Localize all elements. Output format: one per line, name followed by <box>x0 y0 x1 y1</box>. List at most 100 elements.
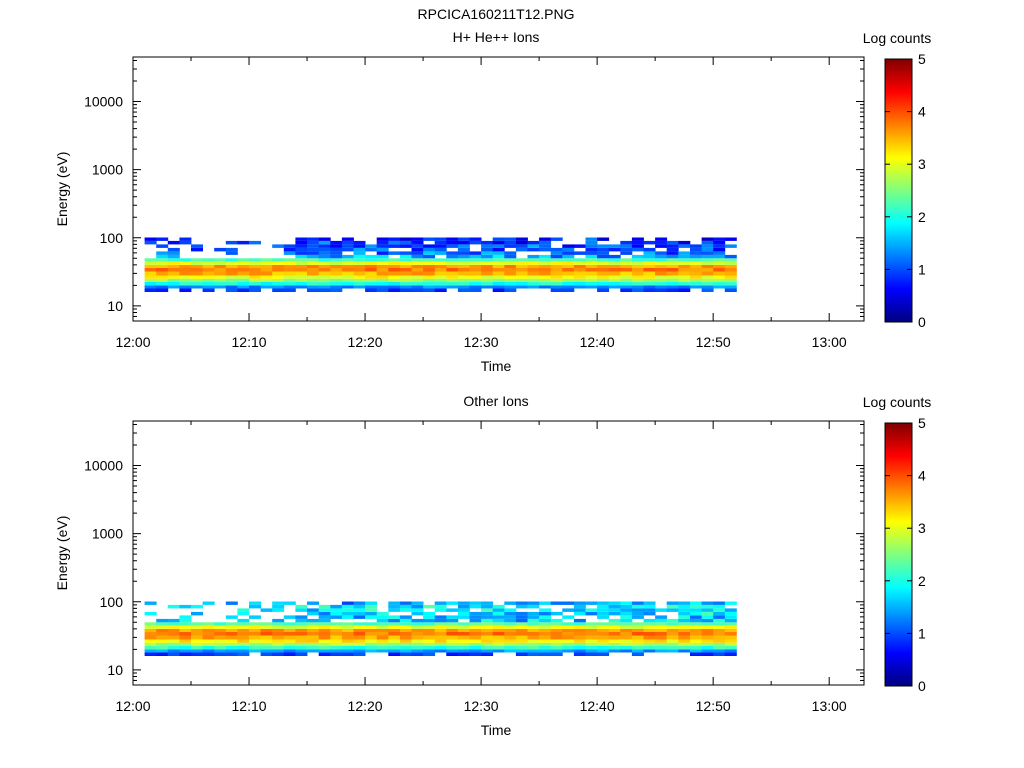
heatmap-cell <box>573 639 586 643</box>
heatmap-cell <box>318 645 331 650</box>
heatmap-cell <box>260 622 273 626</box>
heatmap-cell <box>307 632 319 636</box>
heatmap-cell <box>376 635 389 640</box>
heatmap-cell <box>179 237 192 241</box>
heatmap-cell <box>539 271 552 276</box>
heatmap-cell <box>318 285 331 289</box>
heatmap-cell <box>481 244 494 248</box>
heatmap-cell <box>492 247 505 252</box>
heatmap-cell <box>481 240 494 245</box>
heatmap-cell <box>411 258 424 262</box>
heatmap-cell <box>550 622 563 626</box>
heatmap-cell <box>481 264 494 268</box>
heatmap-cell <box>597 601 610 605</box>
heatmap-cell <box>295 632 308 636</box>
heatmap-cell <box>260 652 273 656</box>
heatmap-cell <box>283 247 296 252</box>
heatmap-cell <box>249 285 261 289</box>
heatmap-cell <box>724 608 737 612</box>
heatmap-cell <box>527 285 540 289</box>
heatmap-cell <box>191 635 203 640</box>
heatmap-cell <box>318 264 331 268</box>
heatmap-cell <box>690 285 702 289</box>
heatmap-cell <box>423 615 436 619</box>
heatmap-cell <box>249 271 261 276</box>
heatmap-cell <box>713 268 726 272</box>
heatmap-cell <box>678 268 691 272</box>
heatmap-cell <box>249 615 261 619</box>
heatmap-cell <box>307 247 319 252</box>
heatmap-cell <box>167 247 180 252</box>
heatmap-cell <box>504 278 517 282</box>
heatmap-cell <box>399 628 412 632</box>
heatmap-cell <box>295 254 308 259</box>
heatmap-cell <box>469 632 482 636</box>
heatmap-cell <box>550 628 563 632</box>
heatmap-cell <box>330 622 343 626</box>
heatmap-cell <box>643 264 656 268</box>
heatmap-cell <box>399 645 412 650</box>
heatmap-cell <box>399 271 412 276</box>
heatmap-cell <box>446 281 459 286</box>
heatmap-cell <box>608 622 621 626</box>
heatmap-cell <box>411 632 424 636</box>
heatmap-cell <box>713 611 726 616</box>
heatmap-cell <box>643 288 656 292</box>
heatmap-cell <box>504 649 517 653</box>
heatmap-cell <box>446 618 459 623</box>
heatmap-cell <box>307 601 319 605</box>
heatmap-cell <box>202 649 215 653</box>
heatmap-cell <box>539 625 552 629</box>
heatmap-cell <box>481 635 494 640</box>
heatmap-cell <box>469 622 482 626</box>
heatmap-cell <box>504 261 517 265</box>
heatmap-cell <box>225 639 238 643</box>
heatmap-cell <box>492 285 505 289</box>
heatmap-cell <box>365 632 378 636</box>
heatmap-cell <box>608 258 621 262</box>
heatmap-cell <box>457 632 470 636</box>
heatmap-cell <box>167 240 180 245</box>
heatmap-cell <box>631 635 644 640</box>
heatmap-cell <box>481 281 494 286</box>
heatmap-cell <box>307 275 319 279</box>
heatmap-cell <box>690 608 702 612</box>
heatmap-cell <box>399 632 412 636</box>
heatmap-cell <box>701 275 714 279</box>
heatmap-cell <box>655 608 668 612</box>
heatmap-cell <box>620 635 633 640</box>
heatmap-cell <box>353 240 366 245</box>
colorbar-bottom: 0 1 2 3 4 5 <box>884 415 926 694</box>
heatmap-cell <box>666 244 679 248</box>
heatmap-cell <box>341 615 354 619</box>
heatmap-cell <box>353 622 366 626</box>
heatmap-cell <box>701 601 714 605</box>
heatmap-cell <box>353 649 366 653</box>
heatmap-cell <box>307 251 319 255</box>
heatmap-cell <box>724 271 737 276</box>
heatmap-cell <box>608 635 621 640</box>
heatmap-cell <box>631 622 644 626</box>
heatmap-cell <box>283 625 296 629</box>
heatmap-cell <box>527 625 540 629</box>
heatmap-cell <box>457 268 470 272</box>
heatmap-cell <box>504 645 517 650</box>
heatmap-cell <box>620 628 633 632</box>
heatmap-cell <box>643 618 656 623</box>
heatmap-cell <box>179 275 192 279</box>
heatmap-cell <box>701 254 714 259</box>
heatmap-cell <box>457 261 470 265</box>
heatmap-cell <box>376 275 389 279</box>
heatmap-cell <box>608 264 621 268</box>
heatmap-cell <box>678 625 691 629</box>
heatmap-cell <box>307 285 319 289</box>
heatmap-cell <box>492 237 505 241</box>
panel-bottom-title: Other Ions <box>463 393 528 409</box>
heatmap-cell <box>457 645 470 650</box>
heatmap-cell <box>620 611 633 616</box>
heatmap-cell <box>469 618 482 623</box>
heatmap-cell <box>295 608 308 612</box>
heatmap-cell <box>423 278 436 282</box>
heatmap-cell <box>144 652 157 656</box>
heatmap-cell <box>492 275 505 279</box>
